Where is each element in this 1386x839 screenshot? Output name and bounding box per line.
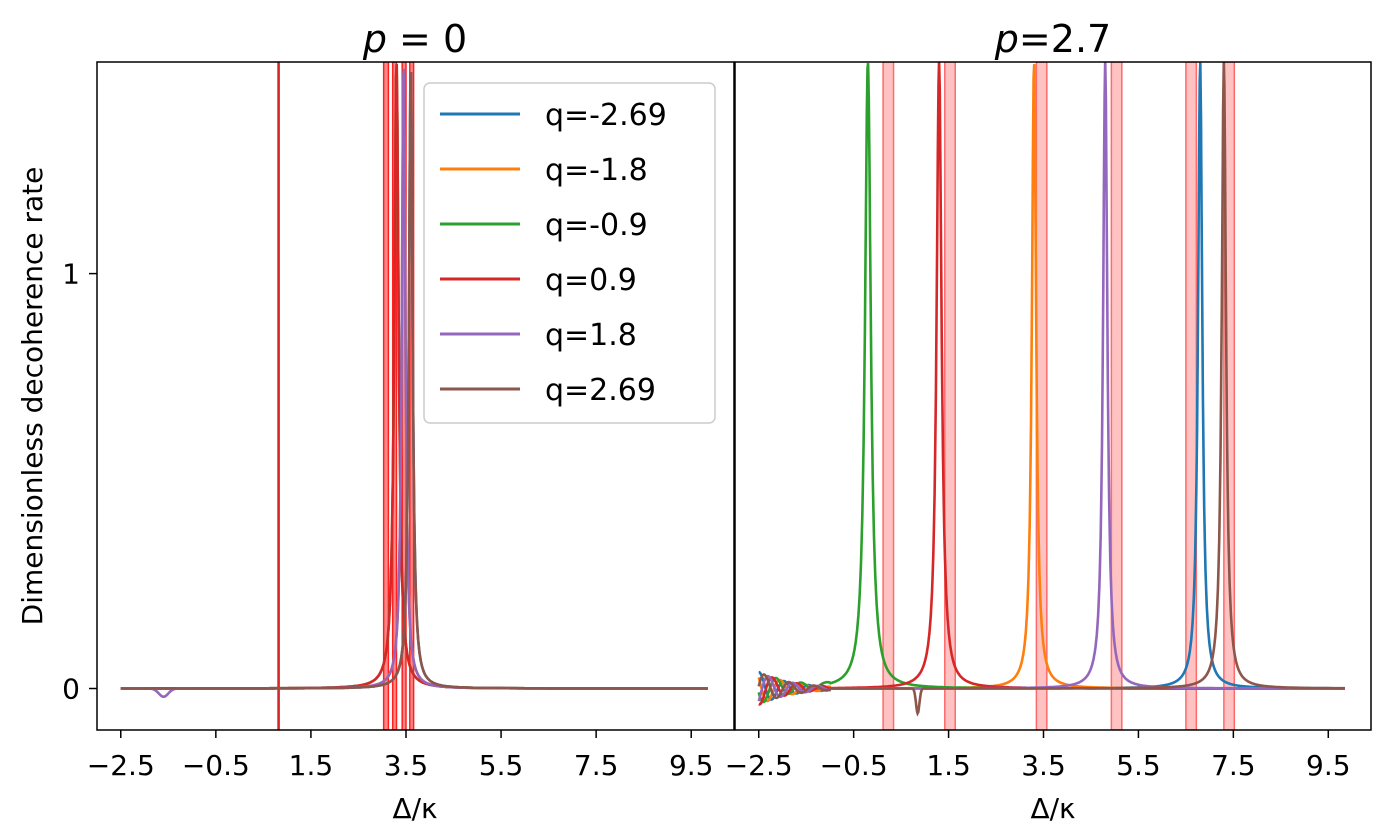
left-panel-title: p = 0 (362, 17, 467, 61)
right-x-ticks: −2.5 −0.5 1.5 3.5 5.5 7.5 9.5 (725, 730, 1351, 782)
legend-entry-label: q=-0.9 (545, 208, 648, 243)
x-tick-label: 3.5 (1021, 749, 1066, 782)
legend-box (423, 82, 716, 424)
shaded-band (944, 62, 956, 730)
y-tick-label: 1 (62, 258, 80, 291)
right-panel: p=2.7 −2.5 −0.5 1.5 3.5 5.5 7.5 9.5 Δ/κ (725, 17, 1351, 825)
x-tick-label: −2.5 (87, 749, 155, 782)
shaded-band (882, 62, 895, 730)
y-axis-label: Dimensionless decoherence rate (16, 167, 49, 626)
left-x-ticks: −2.5 −0.5 1.5 3.5 5.5 7.5 9.5 (87, 730, 714, 782)
x-tick-label: −0.5 (820, 749, 888, 782)
right-panel-title: p=2.7 (994, 17, 1111, 61)
x-tick-label: 9.5 (669, 749, 714, 782)
x-tick-label: 1.5 (926, 749, 971, 782)
left-panel: p = 0 −2.5 −0.5 1.5 3.5 5.5 7.5 9.5 01 Δ/κ Dim… (16, 17, 713, 825)
left-plot-frame (96, 61, 735, 731)
x-tick-label: 3.5 (384, 749, 429, 782)
series-line-q=0.9 (758, 62, 1345, 706)
legend: q=-2.69 q=-1.8 q=-0.9 q=0.9 q=1.8 q=2.69 (423, 82, 716, 424)
x-tick-label: −2.5 (725, 749, 793, 782)
left-series-lines (120, 62, 708, 730)
series-line-q=2.69 (757, 62, 1345, 717)
left-x-axis-label: Δ/κ (392, 792, 437, 825)
shaded-band (382, 62, 390, 730)
y-tick-label: 0 (62, 673, 80, 706)
x-tick-label: 7.5 (1211, 749, 1256, 782)
series-line-q=-0.9 (757, 63, 1345, 704)
legend-entry-label: q=0.9 (545, 263, 637, 298)
x-tick-label: 1.5 (289, 749, 334, 782)
series-line-q=1.8 (757, 62, 1345, 702)
series-line-q=-2.69 (758, 62, 1345, 701)
left-y-ticks: 01 (62, 258, 97, 706)
right-plot-frame (734, 61, 1372, 731)
legend-entry-label: q=-2.69 (545, 98, 667, 133)
right-series-lines (757, 62, 1345, 717)
x-tick-label: 7.5 (574, 749, 619, 782)
series-line-q=2.69 (120, 71, 708, 690)
x-tick-label: 5.5 (479, 749, 524, 782)
series-line-q=-1.8 (757, 64, 1345, 703)
right-x-axis-label: Δ/κ (1030, 792, 1075, 825)
shaded-band (1223, 62, 1236, 730)
legend-entry-label: q=-1.8 (545, 153, 648, 188)
legend-entry-label: q=2.69 (545, 373, 656, 408)
x-tick-label: −0.5 (182, 749, 250, 782)
x-tick-label: 9.5 (1306, 749, 1351, 782)
legend-entry-label: q=1.8 (545, 318, 637, 353)
shaded-band (1110, 62, 1123, 730)
x-tick-label: 5.5 (1116, 749, 1161, 782)
